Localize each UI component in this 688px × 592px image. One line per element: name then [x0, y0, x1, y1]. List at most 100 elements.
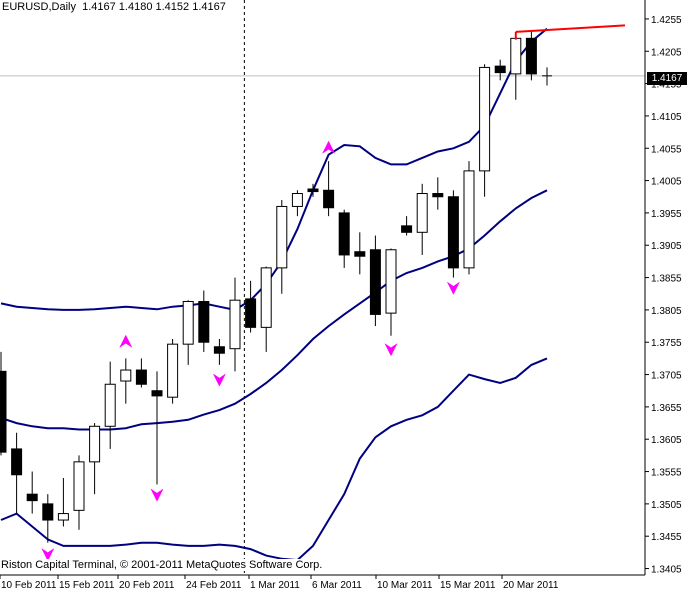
- y-tick-label: 1.3705: [651, 371, 682, 382]
- x-tick-label: 20 Feb 2011: [119, 580, 175, 591]
- fractal-down-arrow: [384, 342, 398, 357]
- y-tick-label: 1.3755: [651, 338, 682, 349]
- candle: [276, 199, 288, 294]
- candle-body: [57, 513, 69, 521]
- candle: [229, 277, 241, 372]
- candle-body: [463, 170, 475, 269]
- candle: [11, 432, 23, 514]
- candle: [57, 478, 69, 527]
- candle-body: [26, 493, 38, 502]
- x-tick-label: 1 Mar 2011: [250, 580, 300, 591]
- candle-body: [276, 205, 288, 269]
- grid-layer: [0, 0, 645, 575]
- y-tick-label: 1.3905: [651, 241, 682, 252]
- candle-body: [354, 251, 366, 257]
- candle: [135, 358, 147, 388]
- candle-body: [73, 461, 85, 511]
- x-tick-label: 24 Feb 2011: [186, 580, 242, 591]
- y-tick-label: 1.4005: [651, 177, 682, 188]
- candle: [447, 190, 459, 278]
- candle: [416, 183, 428, 255]
- candle: [213, 338, 225, 365]
- symbol-label: EURUSD,Daily: [2, 1, 76, 13]
- x-tick-label: 20 Mar 2011: [503, 580, 559, 591]
- y-tick-label: 1.3955: [651, 209, 682, 220]
- candle: [432, 177, 444, 210]
- trendline-layer[interactable]: [514, 24, 626, 40]
- x-tick-label: 15 Mar 2011: [440, 580, 496, 591]
- candle-body: [338, 212, 350, 256]
- candle-body: [401, 225, 413, 233]
- candle-body: [135, 369, 147, 385]
- candle-body: [167, 343, 179, 398]
- x-tick-label: 15 Feb 2011: [59, 580, 115, 591]
- y-tick-label: 1.4055: [651, 144, 682, 155]
- y-tick-label: 1.4255: [651, 15, 682, 26]
- candle-body: [0, 370, 7, 453]
- fractal-down-arrow: [41, 547, 55, 562]
- y-tick-label: 1.3805: [651, 306, 682, 317]
- candle-body: [494, 65, 506, 74]
- candle: [510, 31, 522, 100]
- y-tick-label: 1.3555: [651, 468, 682, 479]
- y-tick-label: 1.3855: [651, 274, 682, 285]
- candle-body: [120, 369, 132, 382]
- candle: [525, 31, 537, 81]
- candle-body: [385, 249, 397, 314]
- x-tick-label: 10 Feb 2011: [1, 580, 57, 591]
- y-tick-label: 1.3405: [651, 565, 682, 576]
- candle-body: [198, 300, 210, 343]
- current-price-tag: 1.4167: [647, 72, 687, 85]
- candle: [494, 59, 506, 81]
- candle: [198, 290, 210, 352]
- fractal-up-arrow: [119, 334, 133, 348]
- candle: [245, 280, 257, 333]
- candle-body: [42, 503, 54, 521]
- copyright-text: Riston Capital Terminal, © 2001-2011 Met…: [1, 559, 323, 571]
- y-tick-label: 1.3605: [651, 435, 682, 446]
- y-tick-label: 1.3455: [651, 532, 682, 543]
- y-tick-label: 1.3505: [651, 500, 682, 511]
- candle: [338, 209, 350, 268]
- candle-body: [89, 425, 101, 463]
- candle: [167, 338, 179, 404]
- y-tick-label: 1.3655: [651, 403, 682, 414]
- candle-body: [510, 37, 522, 75]
- fractal-down-arrow: [212, 373, 227, 387]
- candle-body: [447, 196, 459, 269]
- fractal-down-arrow: [150, 488, 164, 502]
- candle-body: [182, 300, 194, 345]
- candle-body: [525, 37, 537, 75]
- candle: [369, 235, 381, 327]
- candle-body: [291, 193, 303, 207]
- trendline[interactable]: [515, 24, 626, 33]
- candle: [104, 361, 116, 449]
- y-axis-ticks: 1.4255 1.4205 1.4155 1.4105 1.4055 1.4005 1.39…: [645, 15, 682, 576]
- candle: [89, 423, 101, 495]
- candle: [42, 494, 54, 543]
- candle: [323, 161, 335, 217]
- candle-body: [323, 189, 335, 209]
- candle: [307, 183, 319, 197]
- x-tick-label: 6 Mar 2011: [312, 580, 362, 591]
- candle-body: [479, 66, 491, 172]
- candle: [463, 161, 475, 275]
- candle-body: [11, 448, 23, 476]
- candle-body: [213, 346, 225, 354]
- candle-body: [432, 193, 444, 198]
- x-tick-label: 10 Mar 2011: [377, 580, 433, 591]
- fractal-down-arrow: [446, 281, 461, 295]
- candle: [354, 232, 366, 275]
- candle-body: [260, 267, 272, 328]
- y-tick-label: 1.4105: [651, 112, 682, 123]
- candle: [401, 216, 413, 236]
- candle-body: [307, 188, 319, 193]
- candle-body: [369, 249, 381, 315]
- candle: [385, 248, 397, 336]
- candle-body: [104, 383, 116, 427]
- fractal-up-arrow: [321, 140, 336, 154]
- candle: [73, 455, 85, 530]
- y-tick-label: 1.4155: [651, 80, 682, 91]
